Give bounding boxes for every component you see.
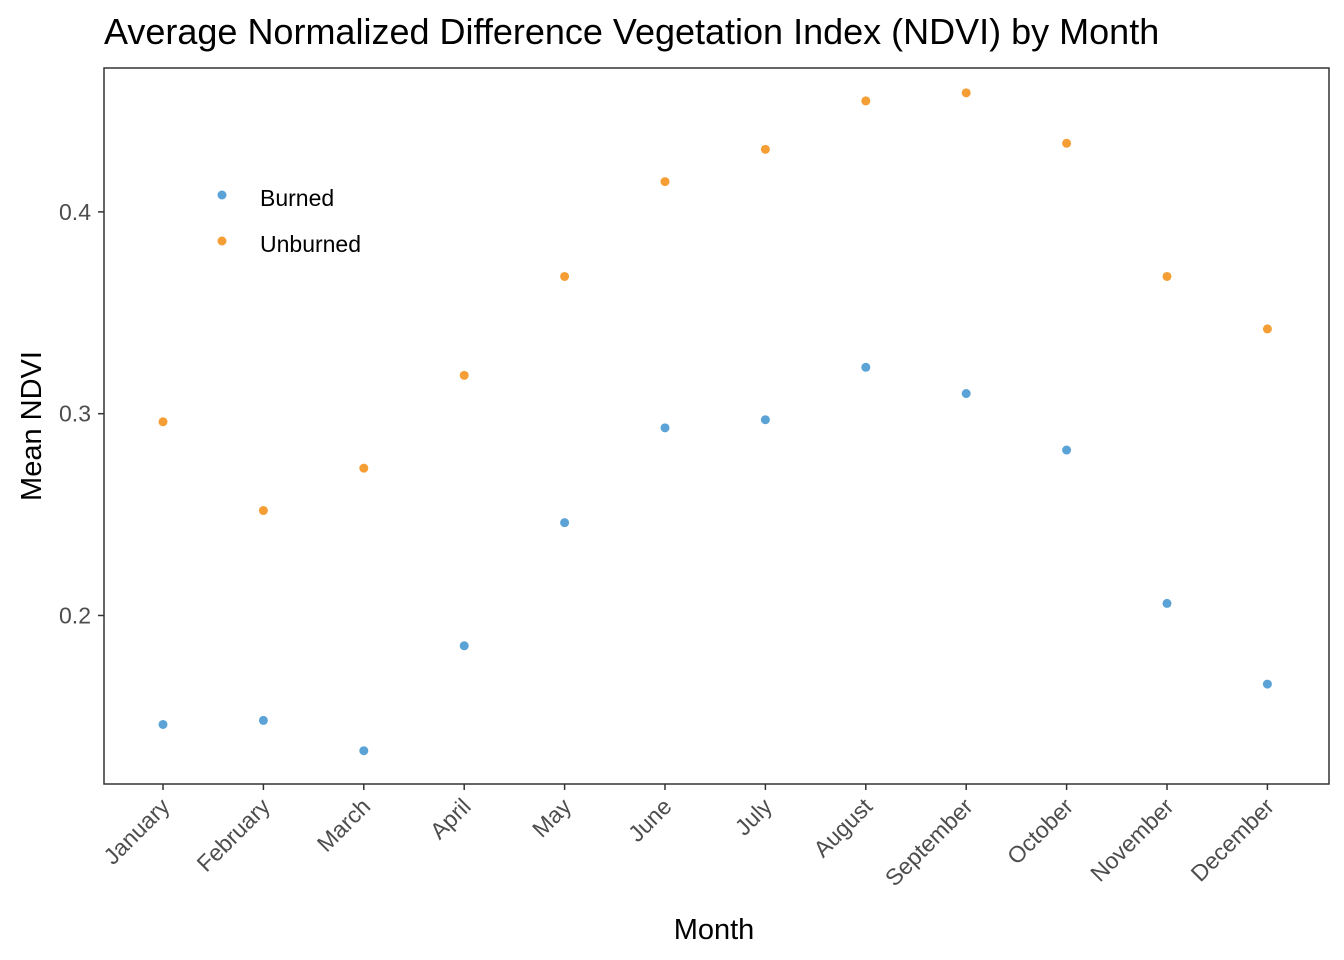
point-unburned-june	[660, 177, 670, 187]
y-axis: 0.2 0.3 0.4	[59, 199, 104, 628]
legend-marker-burned	[217, 190, 227, 200]
point-burned-october	[1062, 445, 1072, 455]
point-burned-may	[560, 518, 570, 528]
x-tick-label: March	[312, 793, 376, 857]
y-axis-title: Mean NDVI	[16, 351, 48, 501]
point-burned-september	[961, 389, 971, 399]
x-tick-label: April	[425, 793, 476, 844]
x-tick-label: January	[98, 793, 175, 870]
legend: Burned Unburned	[217, 185, 361, 257]
point-burned-february	[258, 715, 268, 725]
point-unburned-august	[861, 96, 871, 106]
point-unburned-september	[961, 88, 971, 98]
point-burned-april	[459, 641, 469, 651]
x-tick-label: December	[1186, 793, 1280, 887]
x-tick-label: November	[1085, 793, 1179, 887]
point-burned-january	[158, 719, 168, 729]
point-burned-june	[660, 423, 670, 433]
chart-title: Average Normalized Difference Vegetation…	[104, 11, 1159, 52]
y-tick-label: 0.3	[59, 401, 91, 427]
x-tick-label: May	[527, 793, 576, 842]
point-burned-august	[861, 362, 871, 372]
x-tick-label: June	[623, 793, 677, 847]
x-tick-label: February	[191, 793, 275, 877]
x-axis: January February March April May June July Augu…	[98, 784, 1279, 891]
point-unburned-december	[1262, 324, 1272, 334]
x-tick-label: October	[1002, 793, 1078, 869]
legend-marker-unburned	[217, 236, 227, 246]
point-unburned-april	[459, 370, 469, 380]
point-burned-march	[359, 746, 369, 756]
x-tick-label: August	[808, 793, 877, 862]
point-burned-november	[1162, 598, 1172, 608]
x-tick-label: July	[730, 793, 778, 841]
point-unburned-february	[258, 506, 268, 516]
x-axis-title: Month	[674, 914, 755, 946]
point-unburned-october	[1062, 138, 1072, 148]
legend-label-burned: Burned	[260, 185, 334, 211]
point-unburned-november	[1162, 271, 1172, 281]
point-unburned-july	[760, 144, 770, 154]
point-burned-december	[1262, 679, 1272, 689]
legend-label-unburned: Unburned	[260, 231, 361, 257]
plot-panel	[103, 67, 1330, 785]
data-points	[158, 88, 1272, 756]
point-burned-july	[760, 415, 770, 425]
point-unburned-may	[560, 271, 570, 281]
x-tick-label: September	[880, 793, 978, 891]
y-tick-label: 0.2	[59, 602, 91, 628]
y-tick-label: 0.4	[59, 199, 91, 225]
point-unburned-march	[359, 463, 369, 473]
point-unburned-january	[158, 417, 168, 427]
